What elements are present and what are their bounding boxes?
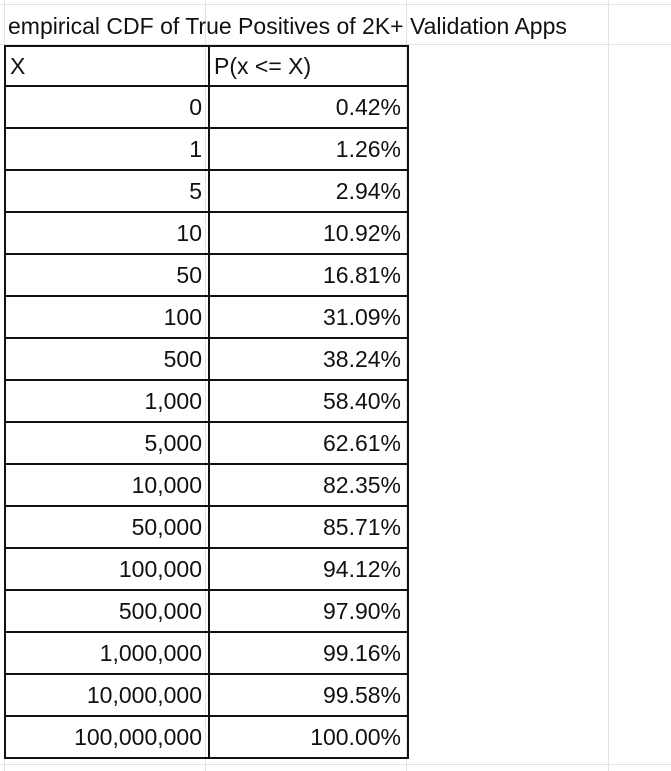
x-value-cell[interactable]: 100,000 [6, 549, 210, 591]
table-row: 500,000 97.90% [6, 591, 409, 633]
x-value-cell[interactable]: 100 [6, 297, 210, 339]
x-value-cell[interactable]: 10 [6, 213, 210, 255]
chart-title: empirical CDF of True Positives of 2K+ V… [8, 13, 567, 39]
x-value-cell[interactable]: 10,000 [6, 465, 210, 507]
probability-cell[interactable]: 82.35% [210, 465, 409, 507]
table-row: 1,000 58.40% [6, 381, 409, 423]
probability-cell[interactable]: 62.61% [210, 423, 409, 465]
x-value-cell[interactable]: 10,000,000 [6, 675, 210, 717]
gridline [205, 0, 206, 771]
probability-cell[interactable]: 1.26% [210, 129, 409, 171]
gridline [406, 0, 407, 771]
gridline [608, 0, 609, 771]
probability-cell[interactable]: 58.40% [210, 381, 409, 423]
gridline [0, 764, 671, 765]
probability-cell[interactable]: 85.71% [210, 507, 409, 549]
x-value-cell[interactable]: 1,000,000 [6, 633, 210, 675]
probability-cell[interactable]: 16.81% [210, 255, 409, 297]
x-value-cell[interactable]: 500 [6, 339, 210, 381]
table-row: 10,000,000 99.58% [6, 675, 409, 717]
gridline [0, 44, 671, 45]
x-value-cell[interactable]: 500,000 [6, 591, 210, 633]
probability-cell[interactable]: 38.24% [210, 339, 409, 381]
probability-cell[interactable]: 97.90% [210, 591, 409, 633]
table-body: 0 0.42% 1 1.26% 5 2.94% 10 10.92% 50 16.81% 100 31.… [6, 87, 409, 759]
gridline [0, 4, 671, 5]
probability-cell[interactable]: 99.58% [210, 675, 409, 717]
table-row: 1,000,000 99.16% [6, 633, 409, 675]
table-row: 100,000,000 100.00% [6, 717, 409, 759]
x-value-cell[interactable]: 0 [6, 87, 210, 129]
table-header-row: X P(x <= X) [6, 47, 409, 87]
x-value-cell[interactable]: 5 [6, 171, 210, 213]
probability-cell[interactable]: 31.09% [210, 297, 409, 339]
probability-cell[interactable]: 2.94% [210, 171, 409, 213]
table-row: 0 0.42% [6, 87, 409, 129]
table-row: 10 10.92% [6, 213, 409, 255]
x-value-cell[interactable]: 100,000,000 [6, 717, 210, 759]
x-value-cell[interactable]: 1 [6, 129, 210, 171]
cdf-table: X P(x <= X) 0 0.42% 1 1.26% 5 2.94% 10 10.92% 50… [4, 45, 409, 759]
table-row: 100,000 94.12% [6, 549, 409, 591]
probability-cell[interactable]: 99.16% [210, 633, 409, 675]
column-header-x[interactable]: X [6, 47, 210, 87]
x-value-cell[interactable]: 50 [6, 255, 210, 297]
probability-cell[interactable]: 0.42% [210, 87, 409, 129]
table-row: 100 31.09% [6, 297, 409, 339]
table-row: 10,000 82.35% [6, 465, 409, 507]
probability-cell[interactable]: 100.00% [210, 717, 409, 759]
probability-cell[interactable]: 10.92% [210, 213, 409, 255]
table-row: 50,000 85.71% [6, 507, 409, 549]
column-header-probability[interactable]: P(x <= X) [210, 47, 409, 87]
x-value-cell[interactable]: 1,000 [6, 381, 210, 423]
table-row: 5 2.94% [6, 171, 409, 213]
x-value-cell[interactable]: 50,000 [6, 507, 210, 549]
table-row: 1 1.26% [6, 129, 409, 171]
probability-cell[interactable]: 94.12% [210, 549, 409, 591]
table-row: 50 16.81% [6, 255, 409, 297]
table-row: 5,000 62.61% [6, 423, 409, 465]
table-row: 500 38.24% [6, 339, 409, 381]
x-value-cell[interactable]: 5,000 [6, 423, 210, 465]
